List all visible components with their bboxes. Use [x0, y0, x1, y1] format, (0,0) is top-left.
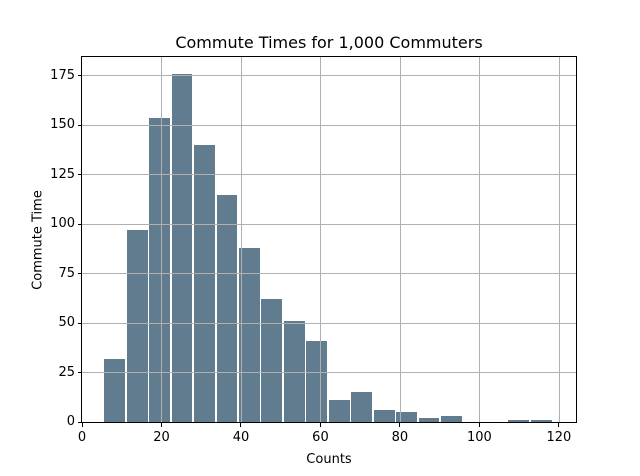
- y-tick-label: 175: [50, 68, 75, 84]
- y-tick-label: 25: [58, 364, 75, 380]
- histogram-bar: [306, 340, 328, 422]
- chart-title: Commute Times for 1,000 Commuters: [175, 33, 483, 52]
- x-tick-label: 0: [77, 430, 87, 445]
- y-tick-label: 150: [50, 117, 75, 133]
- y-tick-label: 100: [50, 216, 75, 232]
- y-tick-label: 75: [58, 265, 75, 281]
- gridline-horizontal: [82, 273, 576, 275]
- y-tick-mark: [77, 174, 81, 176]
- histogram-bar: [441, 416, 462, 422]
- x-tick-label: 100: [467, 430, 492, 445]
- gridline-horizontal: [82, 223, 576, 225]
- x-tick-mark: [319, 423, 321, 427]
- histogram-bar: [216, 194, 238, 422]
- histogram-bar: [396, 412, 417, 422]
- histogram-bar: [283, 321, 305, 422]
- gridline-horizontal: [82, 75, 576, 77]
- gridline-vertical: [320, 57, 322, 422]
- gridline-horizontal: [82, 372, 576, 374]
- histogram-bar: [126, 230, 148, 422]
- gridline-vertical: [558, 57, 560, 422]
- gridline-horizontal: [82, 174, 576, 176]
- x-axis-label: Counts: [306, 452, 352, 467]
- histogram-bar: [194, 145, 215, 422]
- histogram-bar: [351, 392, 373, 422]
- histogram-bar: [373, 410, 395, 422]
- x-tick-mark: [240, 423, 242, 427]
- y-tick-mark: [77, 124, 81, 126]
- y-tick-label: 0: [66, 414, 75, 430]
- x-tick-mark: [558, 423, 560, 427]
- x-tick-mark: [478, 423, 480, 427]
- y-tick-mark: [77, 273, 81, 275]
- gridline-vertical: [399, 57, 401, 422]
- y-tick-label: 50: [58, 315, 75, 331]
- histogram-bar: [530, 420, 552, 422]
- gridline-vertical: [479, 57, 481, 422]
- plot-inner: [82, 57, 576, 422]
- x-tick-mark: [160, 423, 162, 427]
- gridline-horizontal: [82, 322, 576, 324]
- gridline-vertical: [240, 57, 242, 422]
- gridline-vertical: [161, 57, 163, 422]
- y-tick-mark: [77, 75, 81, 77]
- histogram-bar: [104, 358, 126, 422]
- x-tick-label: 40: [232, 430, 250, 445]
- histogram-bar: [149, 117, 170, 422]
- y-tick-mark: [77, 322, 81, 324]
- x-tick-label: 120: [546, 430, 572, 445]
- y-tick-mark: [77, 372, 81, 374]
- histogram-bar: [508, 420, 530, 422]
- histogram-bar: [328, 400, 350, 422]
- histogram-bar: [171, 74, 193, 422]
- x-tick-mark: [81, 423, 83, 427]
- y-tick-mark: [77, 223, 81, 225]
- x-tick-label: 60: [312, 430, 329, 445]
- y-tick-label: 125: [50, 167, 75, 183]
- x-tick-label: 20: [153, 430, 170, 445]
- x-tick-mark: [399, 423, 401, 427]
- x-tick-label: 80: [391, 430, 409, 445]
- plot-area: [81, 56, 577, 423]
- histogram-bar: [238, 248, 260, 422]
- histogram-bar: [261, 299, 283, 422]
- gridline-horizontal: [82, 124, 576, 126]
- y-tick-mark: [77, 421, 81, 423]
- histogram-bar: [418, 418, 440, 422]
